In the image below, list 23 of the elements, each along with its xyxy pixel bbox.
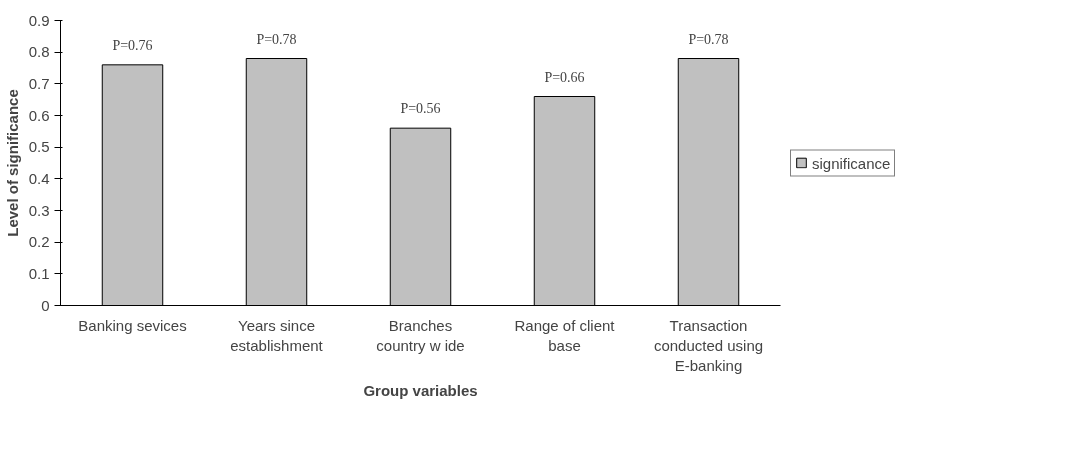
y-tick-label: 0.8 bbox=[28, 43, 50, 61]
x-tick-label: Years since establishment bbox=[230, 316, 324, 354]
y-tick-label: 0.9 bbox=[28, 11, 50, 29]
y-tick-label: 0.1 bbox=[28, 264, 50, 282]
y-tick-label: 0.6 bbox=[28, 106, 50, 124]
data-label: P=0.66 bbox=[544, 69, 585, 85]
y-tick-label: 0.2 bbox=[28, 233, 50, 251]
y-tick-label: 0.3 bbox=[28, 201, 50, 219]
y-tick-label: 0.5 bbox=[28, 138, 50, 156]
y-axis-title: Level of significance bbox=[3, 89, 21, 237]
x-axis-title: Group variables bbox=[363, 382, 478, 400]
legend-label: significance bbox=[812, 154, 891, 171]
y-tick-label: 0.4 bbox=[28, 169, 50, 187]
data-label: P=0.56 bbox=[400, 101, 441, 117]
x-tick-label: Range of client base bbox=[514, 316, 616, 354]
y-tick-label: 0.7 bbox=[28, 74, 50, 92]
data-label: P=0.78 bbox=[688, 31, 729, 47]
x-tick-label: Transaction conducted using E-banking bbox=[653, 316, 764, 375]
x-tick-label: Branches country w ide bbox=[376, 316, 465, 354]
data-label: P=0.78 bbox=[256, 31, 297, 47]
data-label: P=0.76 bbox=[112, 37, 153, 53]
y-tick-label: 0 bbox=[41, 296, 50, 314]
x-tick-label: Banking sevices bbox=[78, 316, 187, 334]
